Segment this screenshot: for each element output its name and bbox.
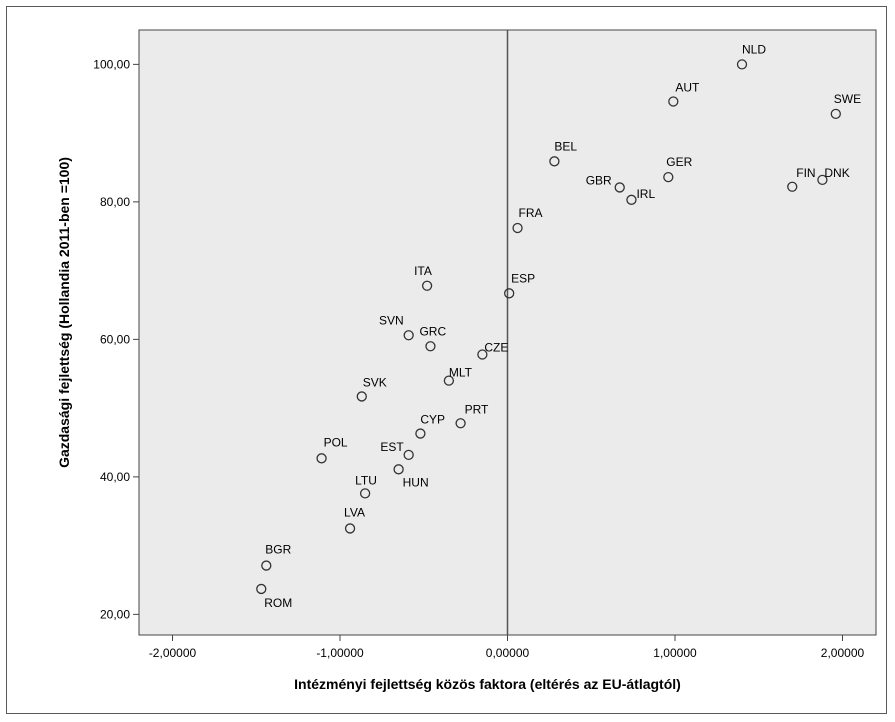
- point-label-nld: NLD: [742, 42, 766, 56]
- point-cze: [477, 349, 488, 360]
- point-bel: [549, 156, 560, 167]
- point-label-mlt: MLT: [449, 366, 473, 380]
- point-svn: [403, 330, 414, 341]
- point-svk: [356, 391, 367, 402]
- point-label-aut: AUT: [675, 81, 700, 95]
- data-points: NLD AUT SWE BEL GBR IRL GER FIN DNK FRA ITA ESP SVN G…: [256, 42, 861, 610]
- point-rom: [256, 583, 267, 595]
- point-label-pol: POL: [324, 435, 348, 449]
- point-label-est: EST: [380, 440, 404, 454]
- point-ita: [421, 280, 433, 291]
- point-label-rom: ROM: [264, 596, 292, 610]
- point-label-bgr: BGR: [265, 543, 291, 557]
- point-ger: [663, 171, 674, 183]
- x-tick-label: -1,00000: [316, 646, 364, 660]
- point-prt: [455, 418, 466, 429]
- point-lva: [344, 523, 356, 534]
- point-pol: [316, 453, 327, 464]
- point-nld: [736, 59, 748, 70]
- point-label-esp: ESP: [511, 271, 535, 285]
- point-label-fin: FIN: [796, 166, 815, 180]
- point-fin: [787, 181, 798, 192]
- point-label-cze: CZE: [484, 341, 508, 355]
- point-label-swe: SWE: [834, 92, 861, 106]
- point-label-dnk: DNK: [824, 166, 849, 180]
- point-ltu: [359, 488, 371, 499]
- x-tick-label: 2,00000: [821, 646, 865, 660]
- point-fra: [512, 222, 523, 234]
- point-label-svn: SVN: [379, 313, 404, 327]
- point-hun: [393, 464, 404, 475]
- x-tick-label: 0,00000: [486, 646, 530, 660]
- point-label-grc: GRC: [419, 324, 446, 338]
- point-label-hun: HUN: [403, 475, 429, 489]
- point-label-bel: BEL: [554, 139, 577, 153]
- point-label-cyp: CYP: [420, 413, 445, 427]
- point-label-ita: ITA: [414, 264, 432, 278]
- point-irl: [626, 194, 637, 205]
- point-label-fra: FRA: [519, 206, 543, 220]
- point-bgr: [261, 560, 272, 571]
- point-label-gbr: GBR: [586, 173, 612, 187]
- point-label-irl: IRL: [636, 187, 655, 201]
- point-esp: [504, 288, 515, 299]
- point-gbr: [614, 182, 625, 193]
- x-tick-label: 1,00000: [653, 646, 697, 660]
- y-tick-label: 80,00: [100, 195, 130, 209]
- x-tick-label: -2,00000: [149, 646, 197, 660]
- point-label-svk: SVK: [363, 375, 387, 389]
- y-tick-label: 100,00: [93, 57, 130, 71]
- scatter-chart: 20,00 40,00 60,00 80,00 100,00 -2,00000 -1,00…: [56, 29, 877, 692]
- point-label-ger: GER: [666, 155, 692, 169]
- x-axis-title: Intézményi fejlettség közös faktora (elt…: [294, 676, 681, 692]
- point-grc: [425, 341, 436, 352]
- chart-frame: 20,00 40,00 60,00 80,00 100,00 -2,00000 -1,00…: [6, 6, 887, 714]
- point-est: [403, 449, 414, 461]
- x-axis: -2,00000 -1,00000 0,00000 1,00000 2,00000: [149, 635, 865, 660]
- point-dnk: [817, 174, 828, 186]
- y-tick-label: 40,00: [100, 470, 130, 484]
- y-axis-title: Gazdasági fejlettség (Hollandia 2011-ben…: [56, 157, 72, 468]
- point-swe: [830, 108, 841, 120]
- y-tick-label: 60,00: [100, 332, 130, 346]
- point-cyp: [415, 428, 426, 439]
- point-mlt: [443, 375, 455, 386]
- point-label-lva: LVA: [344, 505, 365, 519]
- point-label-ltu: LTU: [355, 473, 377, 487]
- y-axis: 20,00 40,00 60,00 80,00 100,00: [93, 57, 139, 621]
- y-tick-label: 20,00: [100, 607, 130, 621]
- point-label-prt: PRT: [465, 402, 489, 416]
- point-aut: [668, 96, 679, 107]
